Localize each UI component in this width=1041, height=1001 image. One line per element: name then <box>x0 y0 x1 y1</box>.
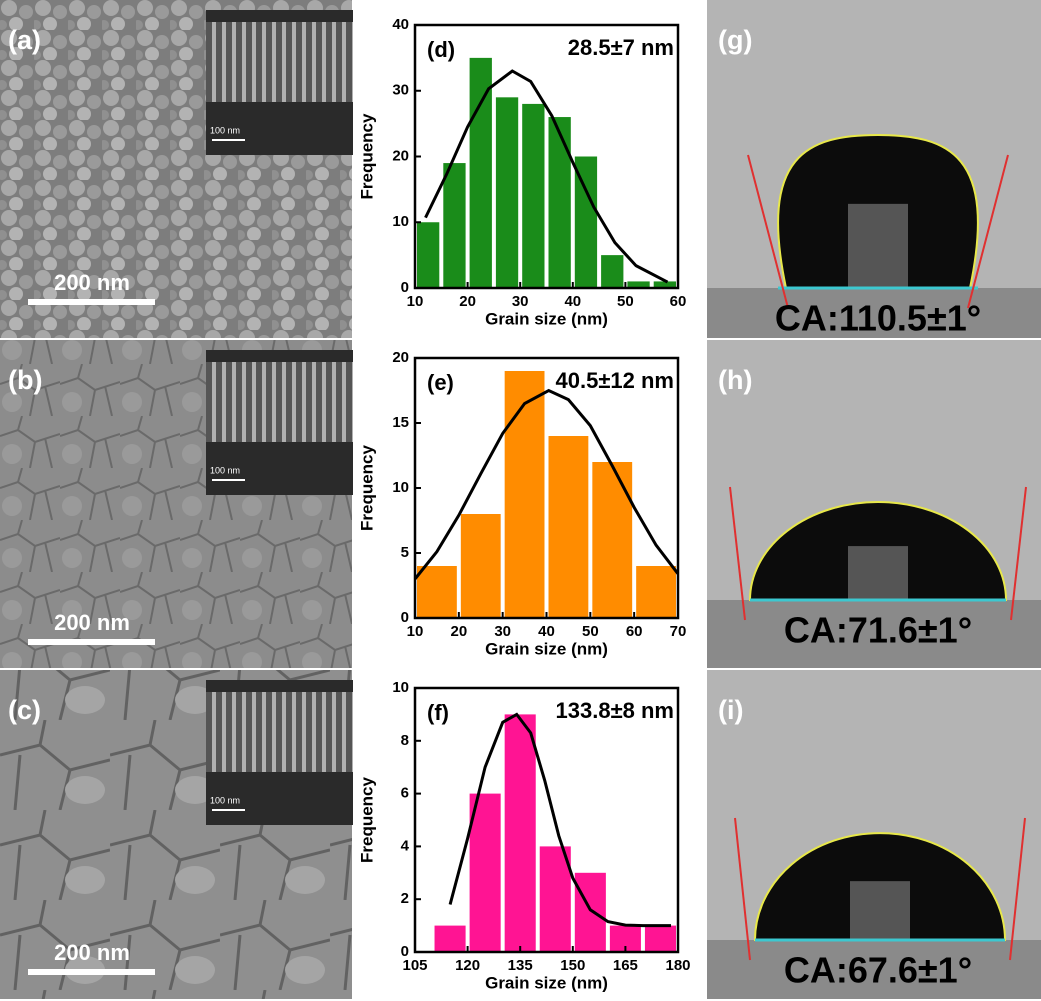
inset-scale-label: 100 nm <box>210 465 240 475</box>
y-tick-label: 4 <box>401 837 410 854</box>
bar <box>443 163 465 288</box>
contact-angle: CA:71.6±1° <box>784 610 972 651</box>
bar <box>645 926 676 952</box>
y-tick-label: 5 <box>401 544 409 561</box>
bar <box>549 117 571 288</box>
annotation: 28.5±7 nm <box>568 35 674 60</box>
y-tick-label: 0 <box>401 279 409 296</box>
y-tick-label: 30 <box>392 82 409 99</box>
sem-panels: 100 nm (a) 200 nm 100 nm (b) 200 nm 100 nm (c) 2… <box>0 0 353 999</box>
annotation: 133.8±8 nm <box>556 698 674 723</box>
bar <box>505 714 536 952</box>
y-tick-label: 0 <box>401 609 409 626</box>
bar <box>601 255 623 288</box>
needle-reflection <box>848 546 908 600</box>
y-tick-label: 40 <box>392 16 409 33</box>
y-tick-label: 10 <box>392 479 409 496</box>
y-tick-label: 6 <box>401 785 409 802</box>
x-tick-label: 50 <box>582 623 599 640</box>
bar <box>470 58 492 288</box>
y-tick-label: 8 <box>401 732 409 749</box>
x-tick-label: 20 <box>459 293 476 310</box>
panel-label: (e) <box>427 370 454 395</box>
bar <box>636 566 676 618</box>
x-tick-label: 10 <box>407 623 424 640</box>
bar <box>575 873 606 952</box>
panel-label: (a) <box>8 25 41 55</box>
inset-scale-label: 100 nm <box>210 795 240 805</box>
x-tick-label: 120 <box>455 957 480 974</box>
x-tick-label: 180 <box>665 957 690 974</box>
x-axis-label: Grain size (nm) <box>485 973 608 992</box>
x-tick-label: 50 <box>617 293 634 310</box>
fit-curve <box>415 391 678 580</box>
figure: 100 nm (a) 200 nm 100 nm (b) 200 nm 100 nm (c) 2… <box>0 0 1041 1001</box>
y-tick-label: 0 <box>401 943 409 960</box>
x-tick-label: 30 <box>512 293 529 310</box>
x-tick-label: 10 <box>407 293 424 310</box>
inset-columns <box>206 22 353 102</box>
x-tick-label: 40 <box>564 293 581 310</box>
y-tick-label: 2 <box>401 890 409 907</box>
bar <box>417 222 439 288</box>
panel-label: (b) <box>8 365 42 395</box>
panel-label: (g) <box>718 25 752 55</box>
contact-angle-panels: (g) CA:110.5±1° (h) CA:71.6±1° (i) CA:67.6±1° <box>707 0 1041 999</box>
x-tick-label: 30 <box>494 623 511 640</box>
scale-label: 200 nm <box>54 270 130 295</box>
y-tick-label: 20 <box>392 349 409 366</box>
y-axis-label: Frequency <box>357 444 376 531</box>
panel-label: (c) <box>8 695 41 725</box>
panel-label: (i) <box>718 695 743 725</box>
x-tick-label: 20 <box>450 623 467 640</box>
panel-label: (d) <box>427 37 455 62</box>
y-tick-label: 15 <box>392 414 409 431</box>
y-tick-label: 10 <box>392 213 409 230</box>
needle-reflection <box>850 881 910 940</box>
y-axis-label: Frequency <box>357 113 376 200</box>
bar <box>549 436 589 618</box>
bar <box>496 97 518 288</box>
y-tick-label: 20 <box>392 147 409 164</box>
bar <box>461 514 501 618</box>
x-tick-label: 135 <box>508 957 533 974</box>
panel-label: (h) <box>718 365 752 395</box>
bar <box>435 926 466 952</box>
y-tick-label: 10 <box>392 679 409 696</box>
needle-reflection <box>848 204 908 288</box>
inset-columns <box>206 692 353 772</box>
bar <box>522 104 544 288</box>
inset-columns <box>206 362 353 442</box>
bar <box>592 462 632 618</box>
x-tick-label: 150 <box>560 957 585 974</box>
x-axis-label: Grain size (nm) <box>485 639 608 658</box>
x-tick-label: 165 <box>613 957 638 974</box>
x-tick-label: 70 <box>670 623 687 640</box>
x-axis-label: Grain size (nm) <box>485 309 608 328</box>
bar <box>417 566 457 618</box>
bar <box>505 371 545 618</box>
annotation: 40.5±12 nm <box>556 368 674 393</box>
x-tick-label: 40 <box>538 623 555 640</box>
contact-angle: CA:110.5±1° <box>775 298 981 339</box>
panel-label: (f) <box>427 700 449 725</box>
inset-scale-label: 100 nm <box>210 125 240 135</box>
x-tick-label: 60 <box>670 293 687 310</box>
scale-label: 200 nm <box>54 610 130 635</box>
x-tick-label: 60 <box>626 623 643 640</box>
y-axis-label: Frequency <box>357 776 376 863</box>
contact-angle: CA:67.6±1° <box>784 950 972 991</box>
scale-label: 200 nm <box>54 940 130 965</box>
